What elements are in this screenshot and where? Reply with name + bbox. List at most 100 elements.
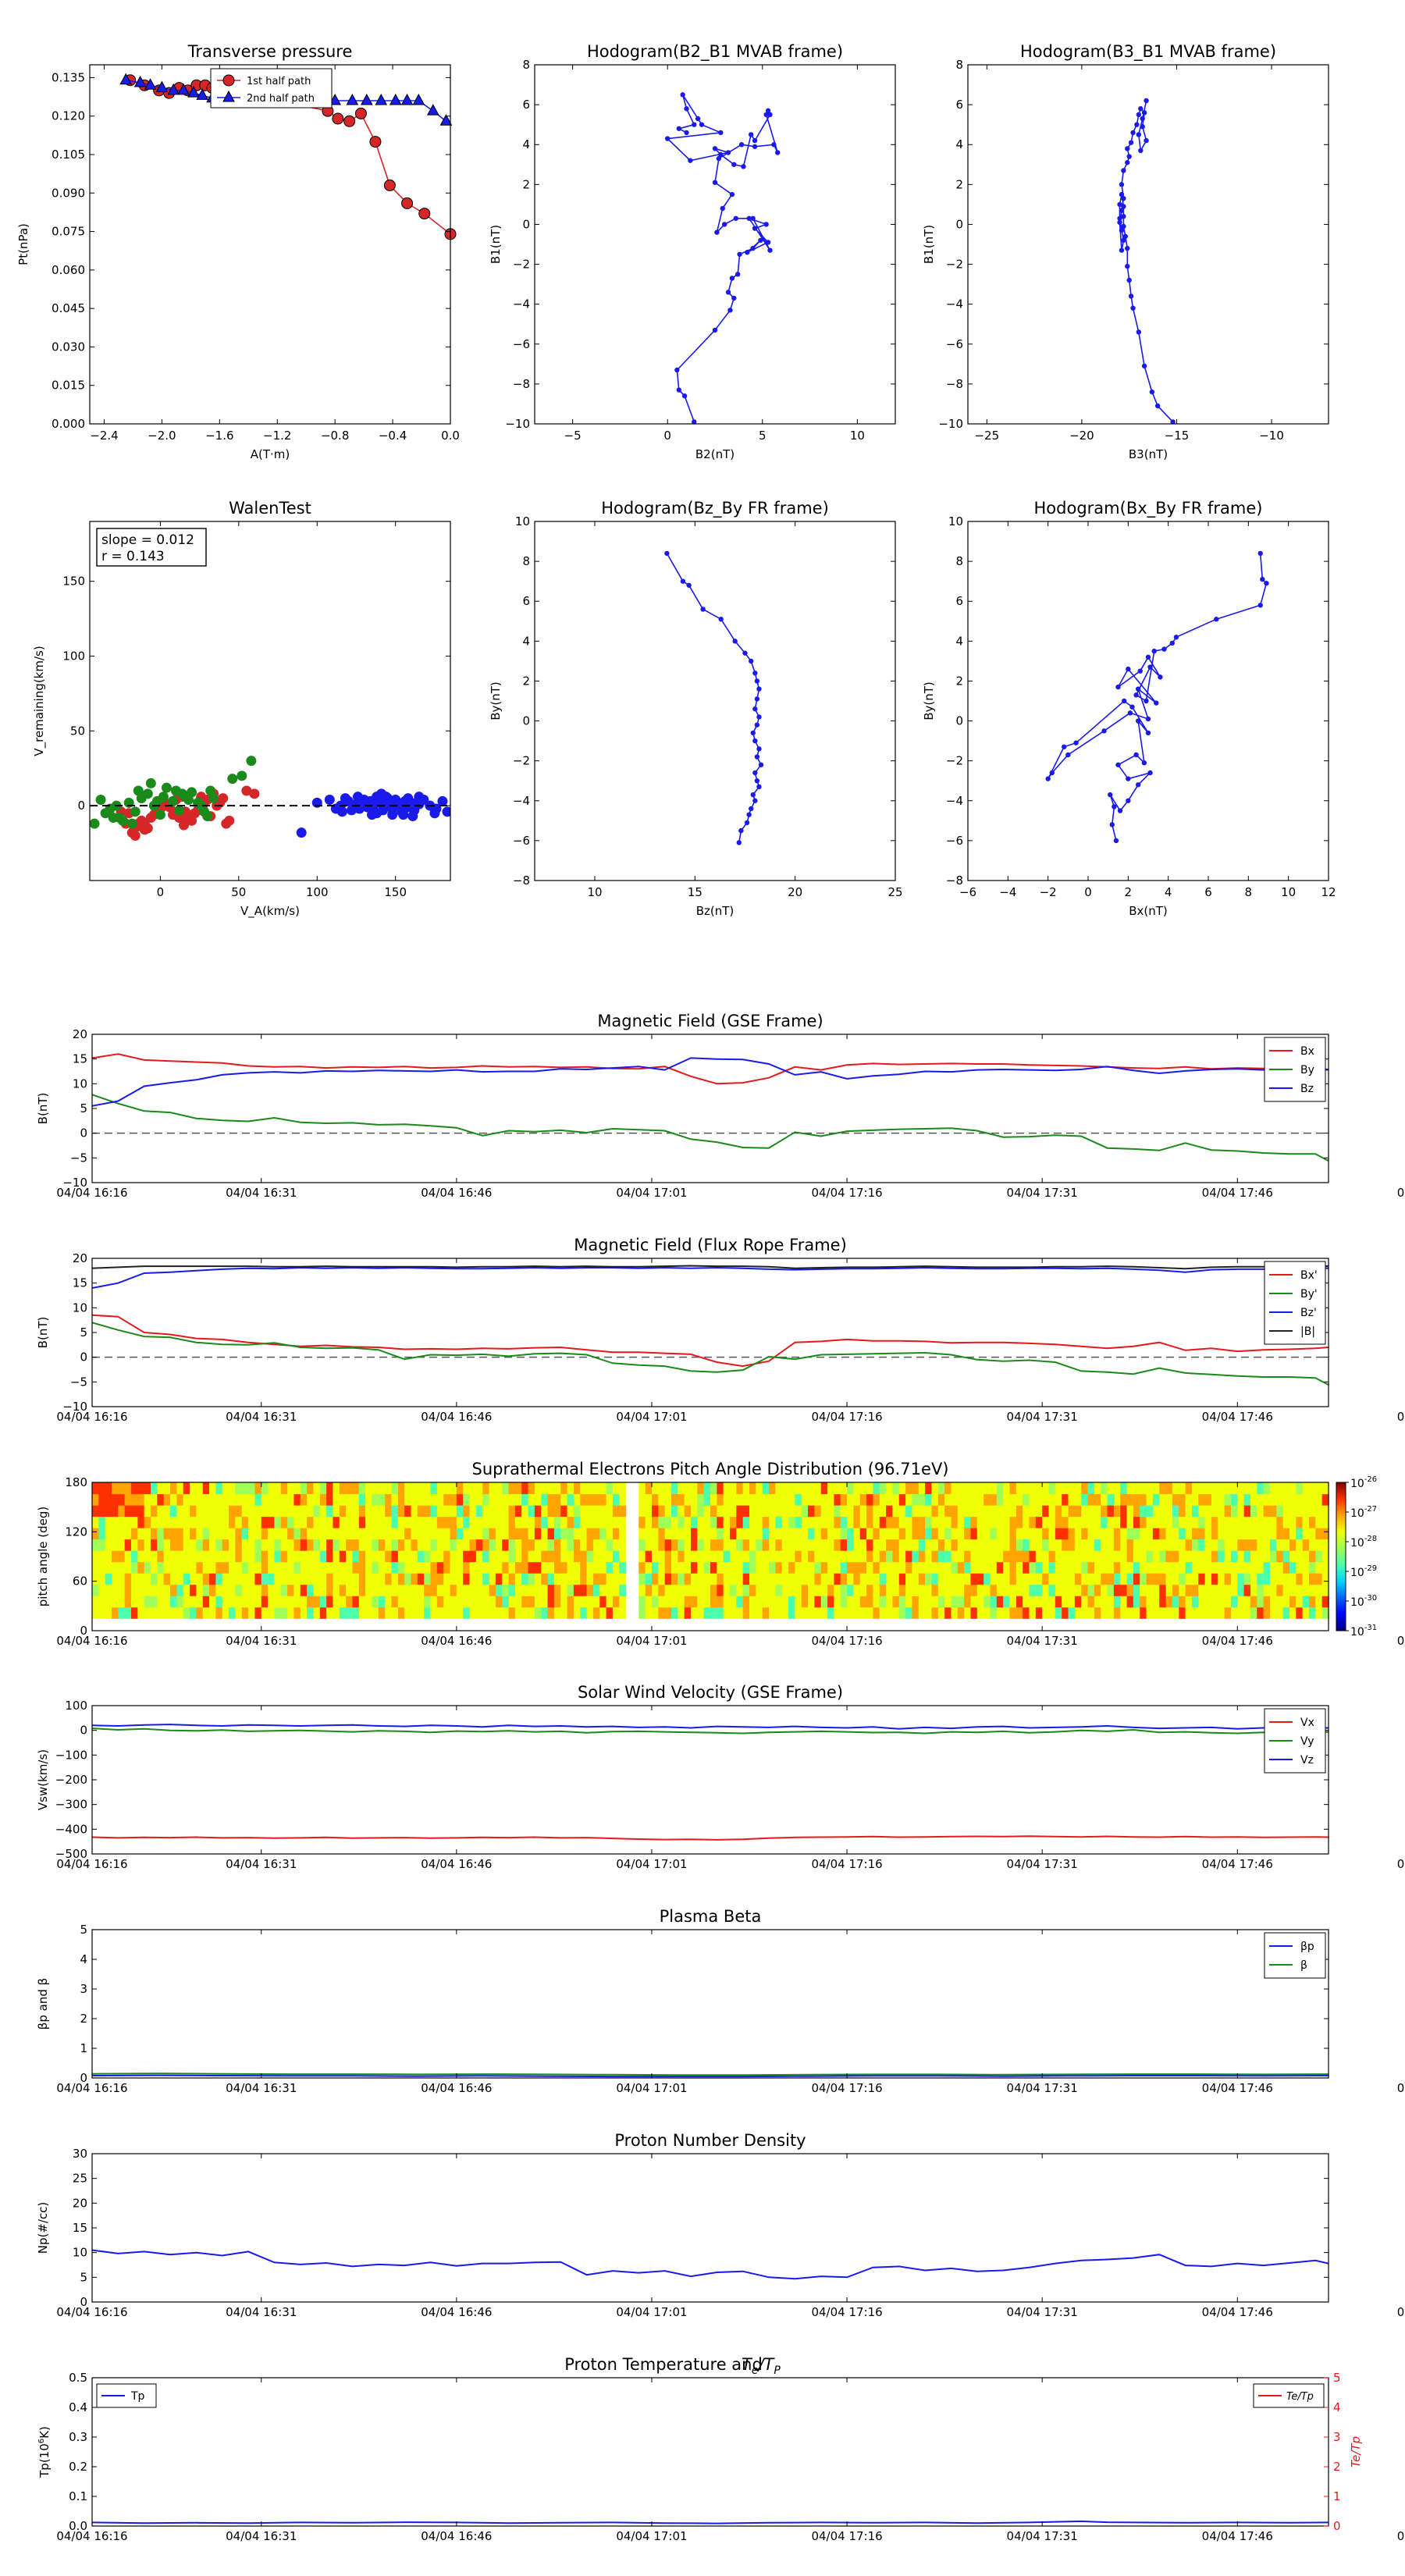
heatmap-cell	[222, 1561, 229, 1574]
heatmap-cell	[573, 1505, 581, 1517]
x-tick-label: −4	[999, 885, 1016, 899]
heatmap-cell	[319, 1493, 327, 1506]
heatmap-cell	[834, 1596, 841, 1608]
x-tick-label: 04/04 16:16	[56, 2305, 127, 2319]
heatmap-cell	[268, 1539, 276, 1551]
heatmap-cell	[736, 1584, 744, 1596]
heatmap-cell	[229, 1528, 237, 1540]
heatmap-cell	[873, 1561, 880, 1574]
heatmap-cell	[664, 1539, 672, 1551]
data-point	[765, 108, 771, 113]
heatmap-cell	[1159, 1505, 1167, 1517]
heatmap-cell	[684, 1482, 692, 1495]
heatmap-cell	[456, 1573, 464, 1585]
x-tick-label: 04/04 17:31	[1007, 1857, 1078, 1871]
heatmap-cell	[235, 1561, 243, 1574]
data-point	[721, 222, 727, 227]
data-point	[1128, 294, 1134, 299]
heatmap-cell	[202, 1550, 210, 1563]
heatmap-cell	[931, 1550, 939, 1563]
heatmap-cell	[300, 1550, 308, 1563]
data-point	[1144, 98, 1149, 104]
heatmap-cell	[944, 1550, 952, 1563]
heatmap-cell	[1250, 1573, 1257, 1585]
heatmap-cell	[1062, 1584, 1069, 1596]
y-tick-label: 5	[80, 1325, 87, 1340]
heatmap-cell	[268, 1596, 276, 1608]
heatmap-cell	[1126, 1493, 1134, 1506]
heatmap-cell	[346, 1606, 354, 1619]
heatmap-cell	[144, 1584, 151, 1596]
heatmap-cell	[723, 1505, 731, 1517]
heatmap-cell	[678, 1596, 685, 1608]
heatmap-cell	[352, 1573, 360, 1585]
heatmap-cell	[333, 1584, 340, 1596]
data-point	[684, 130, 689, 136]
heatmap-cell	[1282, 1573, 1290, 1585]
heatmap-cell	[502, 1606, 510, 1619]
data-point	[1117, 808, 1123, 813]
heatmap-cell	[781, 1516, 789, 1528]
heatmap-cell	[775, 1482, 783, 1495]
heatmap-cell	[976, 1505, 984, 1517]
heatmap-cell	[1230, 1539, 1238, 1551]
heatmap-cell	[489, 1596, 496, 1608]
heatmap-cell	[222, 1596, 229, 1608]
heatmap-cell	[820, 1493, 828, 1506]
heatmap-cell	[443, 1539, 451, 1551]
heatmap-cell	[1101, 1606, 1108, 1619]
heatmap-cell	[801, 1528, 809, 1540]
heatmap-cell	[781, 1584, 789, 1596]
heatmap-cell	[248, 1505, 256, 1517]
heatmap-cell	[730, 1493, 737, 1506]
heatmap-cell	[879, 1550, 887, 1563]
heatmap-cell	[1035, 1505, 1043, 1517]
data-point	[1141, 760, 1147, 766]
heatmap-cell	[1237, 1606, 1245, 1619]
x-tick-label: 04/04 17:01	[616, 1186, 687, 1200]
heatmap-cell	[638, 1550, 646, 1563]
data-point	[1264, 581, 1269, 586]
heatmap-cell	[1302, 1606, 1310, 1619]
heatmap-cell	[710, 1493, 717, 1506]
heatmap-cell	[1237, 1561, 1245, 1574]
legend-label: 1st half path	[247, 76, 311, 87]
legend-right: Te/Tp	[1253, 2383, 1325, 2408]
heatmap-cell	[92, 1516, 99, 1528]
heatmap-cell	[820, 1539, 828, 1551]
heatmap-cell	[1133, 1505, 1140, 1517]
heatmap-cell	[144, 1596, 151, 1608]
heatmap-cell	[241, 1561, 249, 1574]
heatmap-cell	[703, 1516, 711, 1528]
heatmap-cell	[248, 1550, 256, 1563]
heatmap-cell	[736, 1516, 744, 1528]
heatmap-cell	[430, 1493, 438, 1506]
heatmap-cell	[612, 1584, 620, 1596]
heatmap-cell	[1152, 1573, 1160, 1585]
heatmap-cell	[547, 1550, 555, 1563]
heatmap-cell	[820, 1573, 828, 1585]
heatmap-cell	[1172, 1550, 1179, 1563]
heatmap-cell	[508, 1505, 516, 1517]
heatmap-cell	[300, 1573, 308, 1585]
heatmap-cell	[756, 1596, 763, 1608]
heatmap-cell	[918, 1493, 926, 1506]
heatmap-cell	[254, 1528, 262, 1540]
data-point	[699, 122, 705, 127]
heatmap-cell	[560, 1584, 568, 1596]
heatmap-cell	[1243, 1596, 1251, 1608]
heatmap-cell	[92, 1550, 99, 1563]
heatmap-cell	[703, 1596, 711, 1608]
heatmap-cell	[196, 1596, 204, 1608]
heatmap-cell	[1218, 1573, 1225, 1585]
data-point	[729, 276, 735, 281]
heatmap-cell	[241, 1573, 249, 1585]
data-point	[727, 308, 733, 313]
heatmap-cell	[703, 1493, 711, 1506]
heatmap-cell	[417, 1606, 425, 1619]
heatmap-cell	[190, 1596, 197, 1608]
heatmap-cell	[756, 1539, 763, 1551]
heatmap-cell	[241, 1528, 249, 1540]
heatmap-cell	[599, 1528, 607, 1540]
